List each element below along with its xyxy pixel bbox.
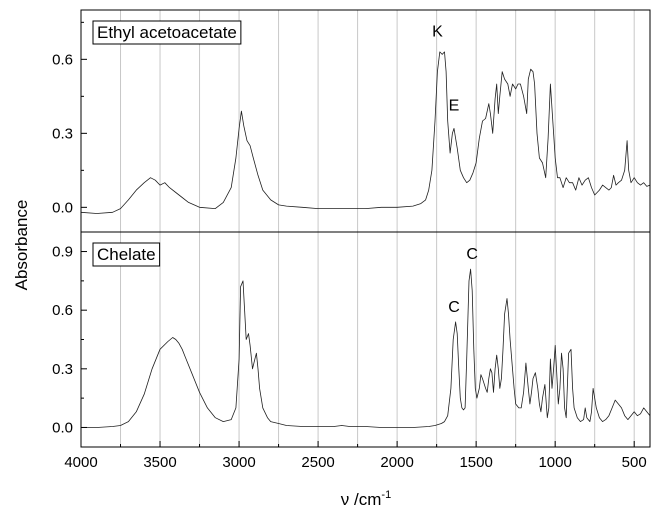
bot-y-tick-label: 0.9: [52, 244, 73, 261]
peak-annotations: K E C C: [432, 24, 478, 316]
peak-label-c: C: [448, 299, 460, 316]
top-y-tick-label: 0.0: [52, 199, 73, 216]
bottom-panel-gridlines: [120, 232, 635, 447]
x-tick-label: 3500: [143, 454, 176, 471]
x-tick-label: 4000: [64, 454, 97, 471]
x-tick-label: 3000: [222, 454, 255, 471]
x-tick-label: 500: [622, 454, 647, 471]
bottom-panel-label: Chelate: [97, 245, 156, 264]
bot-y-tick-label: 0.0: [52, 419, 73, 436]
bottom-panel-frame: [80, 231, 651, 448]
x-tick-label: 2500: [301, 454, 334, 471]
ethyl-acetoacetate-spectrum-line: [80, 51, 651, 214]
x-tick-label: 1000: [538, 454, 571, 471]
top-y-tick-label: 0.6: [52, 51, 73, 68]
bottom-panel-y-axis: 0.0 0.3 0.6 0.9: [52, 244, 87, 436]
y-axis-label: Absorbance: [12, 200, 31, 291]
bot-y-tick-label: 0.3: [52, 361, 73, 378]
bottom-panel-label-box: [92, 242, 161, 267]
top-panel-label-box: [92, 20, 242, 45]
bot-y-tick-label: 0.6: [52, 302, 73, 319]
x-axis: 4000 3500 3000 2500 2000 1500 1000 500: [64, 441, 647, 471]
x-axis-label: ν /cm-1: [341, 489, 391, 509]
x-tick-label: 2000: [380, 454, 413, 471]
x-tick-label: 1500: [459, 454, 492, 471]
top-panel-y-axis: 0.0 0.3 0.6: [52, 21, 87, 216]
top-y-tick-label: 0.3: [52, 125, 73, 142]
peak-label-c: C: [466, 246, 478, 263]
peak-label-e: E: [449, 98, 460, 115]
peak-label-k: K: [432, 24, 443, 41]
chelate-spectrum-line: [81, 268, 651, 428]
top-panel-label: Ethyl acetoacetate: [97, 23, 237, 42]
